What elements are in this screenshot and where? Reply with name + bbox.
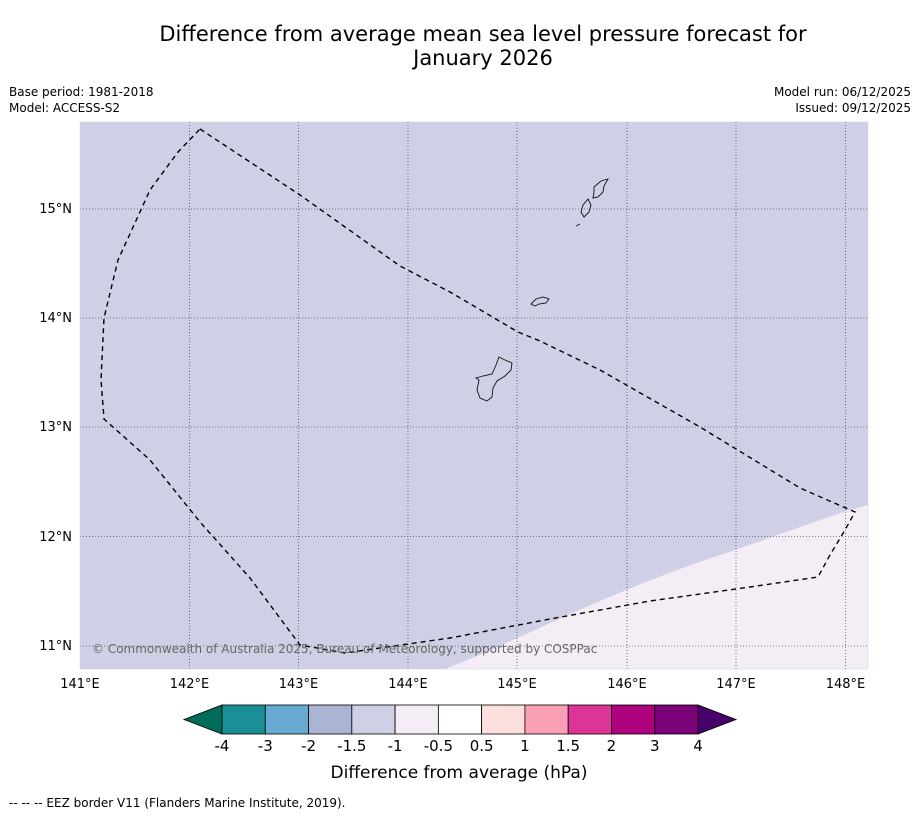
tinian-island — [580, 198, 592, 218]
colorbar-extend-min — [182, 704, 223, 735]
eez-border — [100, 128, 856, 654]
lat-axis: 15°N 14°N 13°N 12°N 11°N — [39, 202, 72, 654]
saipan-island — [592, 178, 609, 199]
title-line-2: January 2026 — [413, 46, 553, 70]
issued-date: Issued: 09/12/2025 — [795, 101, 911, 115]
colorbar-tick-label: -0.5 — [424, 737, 453, 755]
colorbar-tick-label: 2 — [607, 737, 617, 755]
colorbar-swatch — [264, 704, 309, 735]
lon-label: 148°E — [826, 677, 866, 692]
colorbar: -4 -3 -2 -1.5 -1 -0.5 0.5 1 1.5 2 3 4 — [182, 704, 738, 755]
rota-island — [530, 296, 550, 307]
lon-label: 143°E — [279, 677, 319, 692]
colorbar-tick-label: -2 — [301, 737, 316, 755]
colorbar-swatch — [567, 704, 612, 735]
chart-title: Difference from average mean sea level p… — [0, 22, 919, 70]
lat-label: 14°N — [39, 311, 72, 326]
colorbar-swatch — [394, 704, 439, 735]
colorbar-swatch — [308, 704, 353, 735]
aguijan-island — [575, 223, 581, 227]
map-panel: © Commonwealth of Australia 2025, Bureau… — [80, 122, 868, 669]
graticule — [80, 122, 868, 669]
map-frame — [79, 121, 869, 670]
colorbar-tick-label: -1 — [388, 737, 403, 755]
colorbar-swatch — [654, 704, 699, 735]
meta-right: Model run: 06/12/2025 Issued: 09/12/2025 — [774, 84, 911, 116]
colorbar-tick-label: 1.5 — [556, 737, 580, 755]
colorbar-swatch — [524, 704, 569, 735]
model-run: Model run: 06/12/2025 — [773, 85, 911, 99]
lat-label: 15°N — [39, 202, 72, 217]
coastlines — [474, 178, 609, 402]
colorbar-tick-label: 3 — [650, 737, 660, 755]
colorbar-tick-label: 0.5 — [470, 737, 494, 755]
colorbar-swatch — [611, 704, 656, 735]
lon-label: 145°E — [497, 677, 537, 692]
lon-label: 146°E — [607, 677, 647, 692]
lat-label: 11°N — [39, 639, 72, 654]
colorbar-tick-label: -4 — [215, 737, 230, 755]
colorbar-tick-label: 1 — [520, 737, 530, 755]
colorbar-tick-label: -3 — [258, 737, 273, 755]
colorbar-tick-label: 4 — [693, 737, 703, 755]
colorbar-swatch — [351, 704, 396, 735]
colorbar-swatch — [481, 704, 526, 735]
colorbar-extend-max — [697, 704, 738, 735]
lon-label: 144°E — [388, 677, 428, 692]
lat-label: 13°N — [39, 420, 72, 435]
lat-label: 12°N — [39, 530, 72, 545]
lon-label: 142°E — [170, 677, 210, 692]
eez-legend-note: -- -- -- EEZ border V11 (Flanders Marine… — [9, 796, 346, 810]
lon-axis: 141°E 142°E 143°E 144°E 145°E 146°E 147°… — [60, 677, 865, 692]
copyright-notice: © Commonwealth of Australia 2025, Bureau… — [92, 642, 597, 656]
pressure-fill-near-average — [445, 505, 868, 669]
colorbar-swatch — [437, 704, 483, 735]
colorbar-swatch — [221, 704, 266, 735]
colorbar-title: Difference from average (hPa) — [331, 763, 588, 783]
meta-left: Base period: 1981-2018 Model: ACCESS-S2 — [9, 84, 154, 116]
lon-label: 147°E — [716, 677, 756, 692]
base-period: Base period: 1981-2018 — [9, 85, 154, 99]
guam-island — [474, 356, 513, 402]
title-line-1: Difference from average mean sea level p… — [159, 22, 807, 46]
colorbar-tick-label: -1.5 — [337, 737, 366, 755]
model-name: Model: ACCESS-S2 — [9, 101, 121, 115]
lon-label: 141°E — [60, 677, 100, 692]
